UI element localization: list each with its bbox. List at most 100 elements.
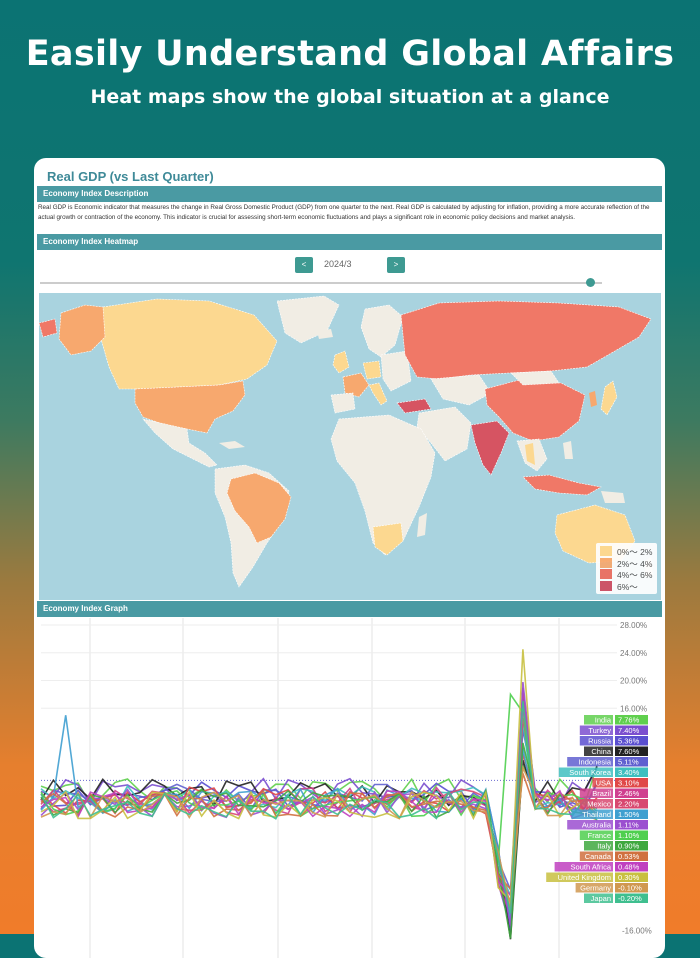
series-name-label: Canada [585, 852, 612, 861]
series-value-label: -0.10% [618, 884, 642, 893]
series-value-label: 7.40% [618, 726, 640, 735]
series-name-bg [584, 893, 613, 903]
series-value-bg [615, 725, 648, 735]
series-value-bg [615, 736, 648, 746]
series-value-label: 1.50% [618, 810, 640, 819]
series-value-label: 1.10% [618, 831, 640, 840]
series-value-bg [615, 767, 648, 777]
economy-index-graph[interactable]: 28.00% 24.00% 20.00% 16.00% -16.00% India 7.76… [37, 618, 662, 958]
series-value-bg [615, 893, 648, 903]
series-name-label: India [595, 716, 612, 725]
series-name-bg [584, 746, 613, 756]
region-india [470, 420, 510, 476]
legend-swatch [600, 557, 612, 568]
series-name-bg [579, 725, 613, 735]
series-line [40, 649, 598, 904]
series-value-label: -0.20% [618, 894, 642, 903]
region-mexico [142, 418, 218, 468]
series-name-label: Turkey [588, 726, 611, 735]
region-south-africa [372, 522, 404, 556]
region-brazil [226, 472, 292, 544]
period-slider-track[interactable] [40, 282, 602, 284]
region-italy [368, 382, 388, 406]
series-value-bg [615, 757, 648, 767]
series-name-bg [571, 809, 613, 819]
y-tick-label: 20.00% [620, 677, 647, 686]
region-usa [134, 380, 246, 434]
series-name-bg [584, 715, 613, 725]
series-value-label: 2.46% [618, 789, 640, 798]
series-value-bg [615, 715, 648, 725]
region-philippines [563, 441, 573, 459]
region-thailand [525, 443, 535, 465]
series-value-bg [615, 809, 648, 819]
series-value-bg [615, 746, 648, 756]
region-germany [362, 360, 382, 380]
series-value-label: 2.20% [618, 800, 640, 809]
next-period-button[interactable]: > [387, 257, 405, 273]
series-name-bg [579, 851, 613, 861]
region-caribbean [219, 441, 245, 449]
series-value-bg [615, 788, 648, 798]
series-name-label: Brazil [592, 789, 611, 798]
series-name-bg [558, 767, 613, 777]
region-scandinavia [360, 304, 404, 358]
series-name-label: Russia [588, 737, 612, 746]
legend-item: 4%〜 6% [600, 569, 656, 580]
series-name-label: South Africa [571, 863, 612, 872]
series-name-label: USA [596, 779, 611, 788]
region-papua [601, 491, 625, 503]
series-name-bg [567, 820, 613, 830]
region-canada [100, 298, 278, 390]
series-name-bg [554, 862, 613, 872]
period-slider-thumb[interactable] [586, 278, 596, 287]
series-name-bg [546, 872, 613, 882]
series-name-bg [575, 883, 613, 893]
legend-item: 2%〜 4% [600, 557, 656, 569]
region-korea [589, 391, 597, 407]
series-value-label: 0.30% [618, 873, 640, 882]
legend-item: 0%〜 2% [600, 546, 656, 557]
heatmap-legend: 0%〜 2% 2%〜 4% 4%〜 6% 6%〜 [596, 543, 657, 594]
region-central-asia [430, 374, 492, 406]
series-value-label: 0.90% [618, 842, 640, 851]
series-line [40, 692, 598, 863]
graph-header: Economy Index Graph [37, 601, 662, 617]
index-title: Real GDP (vs Last Quarter) [47, 169, 214, 184]
legend-label: 2%〜 4% [617, 558, 653, 569]
legend-label: 0%〜 2% [617, 547, 653, 557]
series-line [40, 681, 598, 927]
y-tick-label: -16.00% [622, 926, 652, 935]
legend-swatch [600, 580, 612, 591]
region-iceland [317, 329, 333, 339]
region-japan [600, 380, 618, 416]
region-mongolia [510, 370, 560, 386]
series-value-bg [615, 778, 648, 788]
prev-period-button[interactable]: < [295, 257, 313, 273]
region-indonesia [522, 474, 602, 496]
legend-item: 6%〜 [600, 580, 656, 592]
region-iberia [330, 392, 356, 414]
graph-svg: 28.00% 24.00% 20.00% 16.00% -16.00% India 7.76… [40, 618, 652, 958]
region-far-east-tip [38, 318, 58, 338]
hero-subtitle: Heat maps show the global situation at a… [90, 86, 610, 108]
region-uk [332, 350, 350, 374]
region-east-europe [380, 350, 412, 392]
series-name-label: Japan [591, 894, 611, 903]
index-description: Real GDP is Economic indicator that meas… [38, 204, 650, 221]
y-tick-label: 24.00% [620, 649, 647, 658]
world-map-svg [38, 295, 653, 588]
world-heatmap[interactable] [38, 293, 661, 600]
series-value-bg [615, 883, 648, 893]
region-africa [330, 414, 436, 556]
description-header: Economy Index Description [37, 186, 662, 202]
region-alaska [58, 304, 106, 356]
series-value-label: 3.40% [618, 768, 640, 777]
series-name-bg [584, 841, 613, 851]
series-value-label: 7.60% [618, 747, 640, 756]
series-name-label: Australia [582, 821, 612, 830]
series-name-bg [579, 788, 613, 798]
series-value-bg [615, 851, 648, 861]
series-name-bg [567, 757, 613, 767]
period-label: 2024/3 [324, 259, 352, 269]
